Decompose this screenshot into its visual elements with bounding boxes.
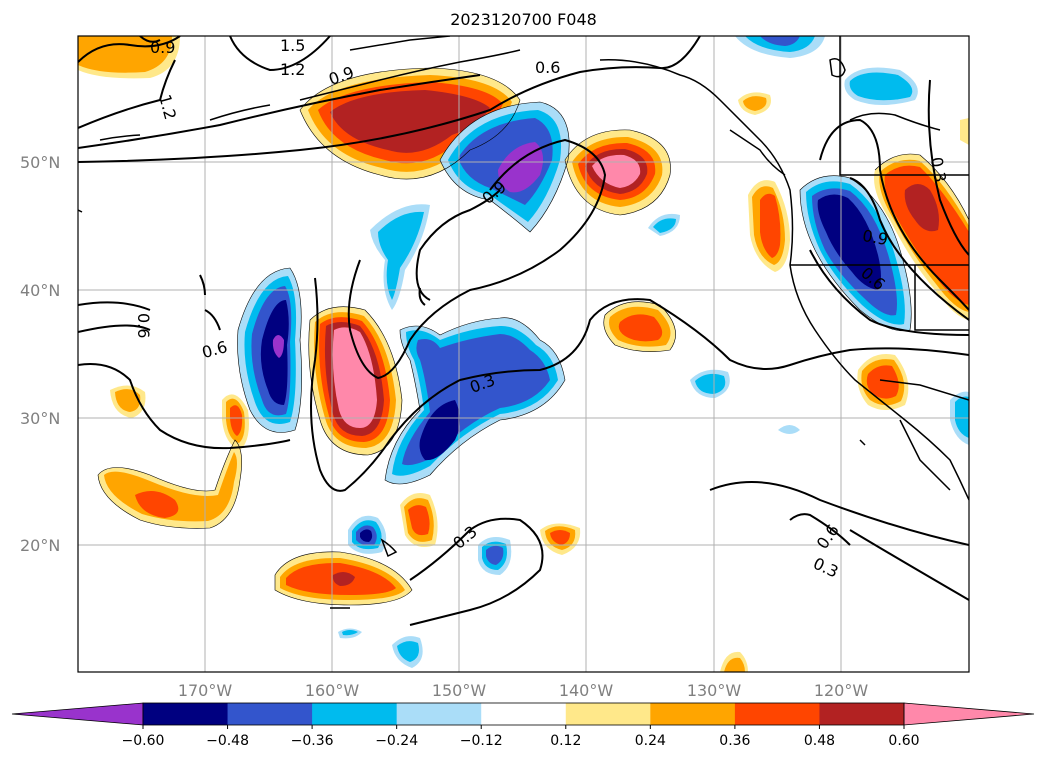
- coastlines: [78, 36, 969, 609]
- contour-label: 0.6: [134, 313, 153, 338]
- colorbar-segment: [312, 703, 398, 725]
- colorbar-tick-label: −0.24: [375, 733, 418, 749]
- contour-label: 0.6: [813, 521, 843, 553]
- colorbar-segment: [734, 703, 820, 725]
- colorbar-tick-label: −0.48: [206, 733, 249, 749]
- colorbar-tick-label: 0.60: [888, 733, 919, 749]
- lon-label: 150°W: [432, 681, 487, 700]
- lon-label: 140°W: [559, 681, 614, 700]
- lat-label: 40°N: [20, 281, 60, 300]
- contour-label: 1.2: [280, 60, 305, 79]
- colorbar-segment: [396, 703, 482, 725]
- latitude-labels: 50°N 40°N 30°N 20°N: [20, 153, 60, 555]
- graticule: [78, 36, 969, 672]
- colorbar-segment: [227, 703, 313, 725]
- contour-label: 1.5: [280, 36, 305, 55]
- longitude-labels: 170°W 160°W 150°W 140°W 130°W 120°W: [178, 681, 869, 700]
- colorbar-tick-label: −0.36: [291, 733, 334, 749]
- contour-label: 0.6: [535, 58, 560, 77]
- colorbar-segment: [481, 703, 567, 725]
- contour-labels: 0.9 1.5 1.2 1.2 0.9 0.6 0.9 0.6 0.6 0.3 …: [134, 36, 950, 582]
- colorbar-extend-min: [11, 702, 144, 726]
- contour-label: 0.9: [150, 38, 175, 57]
- colorbar-extend-max: [903, 702, 1035, 726]
- colorbar-segment: [143, 703, 229, 725]
- contour-label: 0.9: [861, 226, 889, 249]
- colorbar-tick-label: 0.36: [719, 733, 750, 749]
- lon-label: 170°W: [178, 681, 233, 700]
- colorbar-tick-label: 0.24: [635, 733, 666, 749]
- colorbar: −0.60 −0.48 −0.36 −0.24 −0.12 0.12 0.24 0.36 0.4…: [11, 702, 1035, 749]
- contour-label: 0.3: [927, 156, 950, 184]
- lon-label: 130°W: [687, 681, 742, 700]
- lon-label: 160°W: [305, 681, 360, 700]
- map-frame: [77, 35, 970, 673]
- height-contours: [78, 36, 969, 626]
- colorbar-segment: [819, 703, 905, 725]
- contour-label: 1.2: [155, 92, 180, 122]
- colorbar-segment: [565, 703, 651, 725]
- lat-label: 50°N: [20, 153, 60, 172]
- colorbar-segment: [650, 703, 736, 725]
- contour-label: 0.3: [810, 554, 841, 582]
- colorbar-tick-label: 0.48: [804, 733, 835, 749]
- contour-label: 0.6: [200, 337, 230, 362]
- map-title: 2023120700 F048: [450, 10, 597, 29]
- colorbar-tick-label: 0.12: [550, 733, 581, 749]
- colorbar-tick-label: −0.60: [122, 733, 165, 749]
- lat-label: 20°N: [20, 536, 60, 555]
- colorbar-frame: [142, 702, 905, 726]
- lon-label: 120°W: [814, 681, 869, 700]
- lat-label: 30°N: [20, 409, 60, 428]
- colorbar-tick-label: −0.12: [460, 733, 503, 749]
